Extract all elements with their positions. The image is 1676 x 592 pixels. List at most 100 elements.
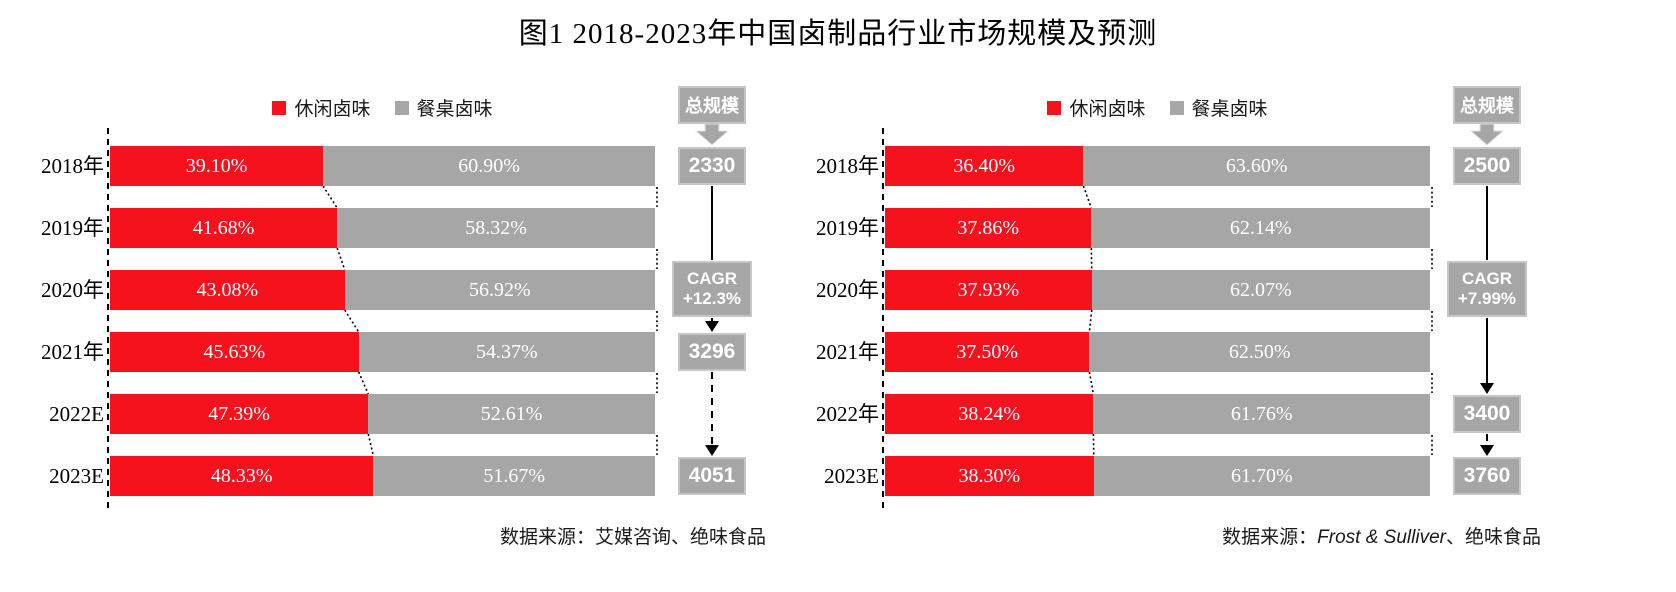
total-value-text: 4051 [688, 464, 736, 487]
bar-segment-table: 60.90% [323, 146, 655, 186]
source-suffix: 艾媒咨询、绝味食品 [594, 527, 766, 548]
segment-boundary-connector [367, 433, 375, 457]
legend-item: 休闲卤味 [272, 94, 371, 121]
legend-label: 休闲卤味 [294, 99, 371, 120]
legend-label: 餐桌卤味 [1191, 99, 1268, 120]
legend: 休闲卤味 餐桌卤味 [885, 94, 1430, 121]
category-axis-line [882, 128, 884, 512]
bar-value-label: 51.67% [483, 464, 546, 487]
chart-panel-left: 休闲卤味 餐桌卤味 2018年 39.10% 60.90% 2019年 41.68% 58.3… [26, 80, 774, 580]
category-label: 2020年 [816, 278, 879, 302]
bar-value-label: 43.08% [196, 278, 259, 301]
category-label: 2021年 [41, 340, 104, 364]
category-label: 2023E [824, 464, 879, 488]
total-scale-arrow-icon [694, 123, 730, 146]
bar-segment-table: 61.76% [1093, 394, 1430, 434]
bar-value-label: 39.10% [185, 154, 248, 177]
total-value-text: 3760 [1463, 464, 1511, 487]
cagr-text: CAGR [1461, 269, 1513, 289]
bar-value-label: 52.61% [480, 402, 543, 425]
total-value-box: 2330 [678, 147, 746, 185]
bar-segment-leisure: 47.39% [110, 394, 369, 434]
total-value-box: 3760 [1453, 457, 1521, 495]
bar-segment-table: 62.07% [1091, 270, 1430, 310]
chart-panel-right: 休闲卤味 餐桌卤味 2018年 36.40% 63.60% 2019年 37.86% 62.1… [801, 80, 1549, 580]
bar-segment-leisure: 39.10% [110, 146, 324, 186]
source-note: 数据来源：艾媒咨询、绝味食品 [46, 522, 766, 549]
category-label: 2020年 [41, 278, 104, 302]
segment-boundary-connector [322, 185, 338, 209]
bar-segment-leisure: 43.08% [110, 270, 345, 310]
source-prefix: 数据来源： [499, 527, 595, 548]
bar-value-label: 56.92% [469, 278, 531, 301]
source-suffix: 、绝味食品 [1445, 527, 1541, 548]
category-label: 2021年 [816, 340, 879, 364]
bar-value-label: 60.90% [458, 154, 520, 177]
bar-value-label: 38.24% [958, 402, 1021, 425]
bar-segment-table: 51.67% [373, 456, 655, 496]
category-label: 2022E [49, 402, 104, 426]
total-scale-label: 总规模 [678, 86, 746, 124]
bar-segment-leisure: 38.24% [885, 394, 1094, 434]
total-value-box: 3296 [678, 333, 746, 371]
source-italic: Frost & Sulliver [1317, 527, 1446, 548]
bar-segment-table: 63.60% [1083, 146, 1430, 186]
cagr-text: +7.99% [1457, 289, 1517, 308]
total-scale-label: 总规模 [1453, 86, 1521, 124]
category-axis-line [107, 128, 109, 512]
bar-segment-table: 61.70% [1093, 456, 1430, 496]
segment-boundary-connector [1082, 185, 1093, 209]
bar-value-label: 63.60% [1225, 154, 1288, 177]
bar-segment-table: 62.14% [1091, 208, 1430, 248]
legend-label: 餐桌卤味 [416, 99, 493, 120]
total-value-box: 3400 [1453, 395, 1521, 433]
bar-segment-leisure: 48.33% [110, 456, 374, 496]
segment-boundary-connector [336, 247, 346, 271]
bar-segment-table: 58.32% [337, 208, 655, 248]
flow-arrowhead-icon [705, 321, 719, 332]
flow-arrowhead-icon [1480, 383, 1494, 394]
segment-boundary-connector [357, 371, 370, 395]
bar-segment-leisure: 38.30% [885, 456, 1094, 496]
legend: 休闲卤味 餐桌卤味 [110, 94, 655, 121]
bar-segment-table: 52.61% [368, 394, 655, 434]
figure-title: 图1 2018-2023年中国卤制品行业市场规模及预测 [518, 18, 1158, 50]
cagr-text: +12.3% [682, 289, 742, 308]
legend-label: 休闲卤味 [1069, 99, 1146, 120]
category-label: 2019年 [41, 216, 104, 240]
legend-swatch-icon [272, 100, 287, 115]
total-value-text: 2330 [688, 154, 736, 177]
bar-value-label: 38.30% [958, 464, 1021, 487]
bar-value-label: 54.37% [475, 340, 538, 363]
cagr-box: CAGR +12.3% [672, 261, 752, 317]
bar-value-label: 58.32% [465, 216, 527, 239]
bar-value-label: 45.63% [203, 340, 266, 363]
category-label: 2022年 [816, 402, 879, 426]
bar-segment-leisure: 41.68% [110, 208, 338, 248]
legend-swatch-icon [1169, 100, 1184, 115]
segment-boundary-connector [1088, 371, 1095, 395]
bar-value-label: 37.50% [956, 340, 1019, 363]
segment-boundary-connector [1088, 309, 1093, 333]
bar-value-label: 61.70% [1231, 464, 1293, 487]
flow-arrowhead-icon [1480, 445, 1494, 456]
bar-segment-leisure: 36.40% [885, 146, 1084, 186]
bar-value-label: 62.14% [1229, 216, 1292, 239]
legend-swatch-icon [1047, 100, 1062, 115]
bar-segment-table: 62.50% [1089, 332, 1430, 372]
bar-segment-leisure: 45.63% [110, 332, 359, 372]
bar-value-label: 48.33% [210, 464, 273, 487]
legend-item: 餐桌卤味 [1169, 94, 1268, 121]
category-label: 2019年 [816, 216, 879, 240]
source-note: 数据来源：Frost & Sulliver、绝味食品 [821, 522, 1541, 549]
bar-value-label: 47.39% [208, 402, 270, 425]
bar-value-label: 62.07% [1230, 278, 1292, 301]
bar-value-label: 62.50% [1228, 340, 1291, 363]
bar-segment-leisure: 37.50% [885, 332, 1090, 372]
total-value-text: 3400 [1463, 402, 1511, 425]
bar-segment-leisure: 37.86% [885, 208, 1092, 248]
bar-segment-table: 54.37% [358, 332, 655, 372]
total-value-box: 2500 [1453, 147, 1521, 185]
legend-item: 餐桌卤味 [394, 94, 493, 121]
